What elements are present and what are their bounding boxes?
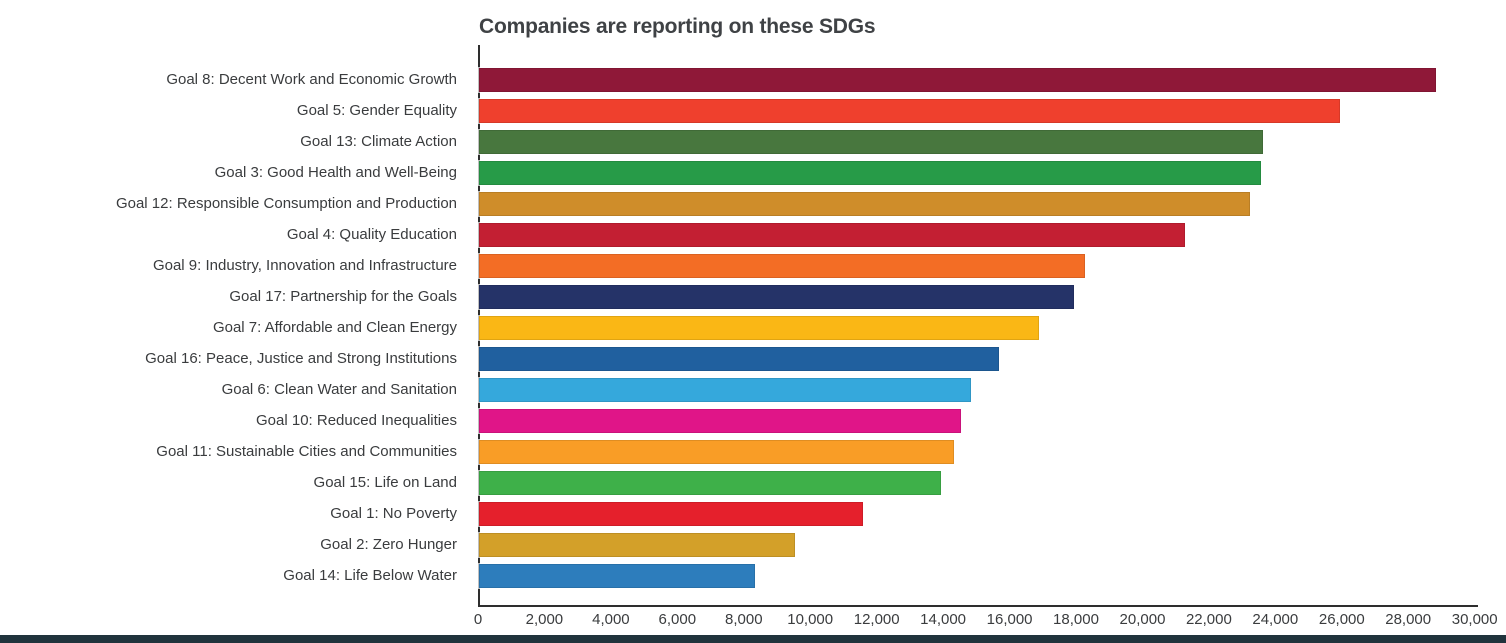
x-tick-label: 10,000 bbox=[787, 611, 834, 628]
x-tick-label: 14,000 bbox=[920, 611, 967, 628]
bar-track bbox=[479, 315, 1506, 340]
x-tick-label: 20,000 bbox=[1119, 611, 1166, 628]
bar-row: Goal 2: Zero Hunger bbox=[0, 529, 1506, 560]
category-label: Goal 15: Life on Land bbox=[313, 474, 457, 491]
x-tick-label: 0 bbox=[473, 611, 483, 628]
bar-track bbox=[479, 377, 1506, 402]
bar bbox=[479, 439, 955, 464]
bar bbox=[479, 67, 1436, 92]
bar-track bbox=[479, 98, 1506, 123]
bar-track bbox=[479, 532, 1506, 557]
x-axis-line bbox=[478, 605, 1478, 607]
bar bbox=[479, 98, 1340, 123]
bar-row: Goal 13: Climate Action bbox=[0, 126, 1506, 157]
category-label: Goal 2: Zero Hunger bbox=[320, 536, 457, 553]
bar bbox=[479, 129, 1264, 154]
x-tick-label: 16,000 bbox=[986, 611, 1033, 628]
bar-row: Goal 8: Decent Work and Economic Growth bbox=[0, 64, 1506, 95]
bar-row: Goal 14: Life Below Water bbox=[0, 560, 1506, 591]
bar-track bbox=[479, 470, 1506, 495]
bar-row: Goal 1: No Poverty bbox=[0, 498, 1506, 529]
x-tick-label: 8,000 bbox=[725, 611, 763, 628]
bar-row: Goal 12: Responsible Consumption and Pro… bbox=[0, 188, 1506, 219]
bar-track bbox=[479, 284, 1506, 309]
category-label: Goal 11: Sustainable Cities and Communit… bbox=[156, 443, 457, 460]
bar bbox=[479, 284, 1074, 309]
category-label: Goal 4: Quality Education bbox=[286, 226, 457, 243]
bar-track bbox=[479, 191, 1506, 216]
bar bbox=[479, 222, 1185, 247]
bar-row: Goal 16: Peace, Justice and Strong Insti… bbox=[0, 343, 1506, 374]
x-tick-label: 26,000 bbox=[1318, 611, 1365, 628]
bar-row: Goal 7: Affordable and Clean Energy bbox=[0, 312, 1506, 343]
category-label: Goal 12: Responsible Consumption and Pro… bbox=[115, 195, 457, 212]
x-tick-label: 6,000 bbox=[658, 611, 697, 628]
category-label: Goal 13: Climate Action bbox=[300, 133, 457, 150]
bar bbox=[479, 563, 755, 588]
x-tick-label: 4,000 bbox=[592, 611, 630, 628]
bottom-accent-bar bbox=[0, 635, 1506, 643]
bar-track bbox=[479, 408, 1506, 433]
x-tick-label: 28,000 bbox=[1385, 611, 1432, 628]
category-label: Goal 5: Gender Equality bbox=[296, 102, 457, 119]
bar-track bbox=[479, 253, 1506, 278]
bar-row: Goal 11: Sustainable Cities and Communit… bbox=[0, 436, 1506, 467]
bar bbox=[479, 191, 1250, 216]
category-label: Goal 6: Clean Water and Sanitation bbox=[221, 381, 457, 398]
category-label: Goal 7: Affordable and Clean Energy bbox=[212, 319, 457, 336]
category-label: Goal 1: No Poverty bbox=[330, 505, 457, 522]
x-tick-label: 18,000 bbox=[1053, 611, 1099, 628]
bar bbox=[479, 160, 1262, 185]
bar-track bbox=[479, 563, 1506, 588]
bar-row: Goal 6: Clean Water and Sanitation bbox=[0, 374, 1506, 405]
bar bbox=[479, 408, 961, 433]
x-axis-tick-labels: 0 2,000 4,000 6,000 8,000 10,000 12,000 14,000 1… bbox=[0, 611, 1506, 631]
bar bbox=[479, 501, 863, 526]
bar-row: Goal 17: Partnership for the Goals bbox=[0, 281, 1506, 312]
category-label: Goal 3: Good Health and Well-Being bbox=[214, 164, 457, 181]
category-label: Goal 17: Partnership for the Goals bbox=[229, 288, 457, 305]
category-label: Goal 9: Industry, Innovation and Infrast… bbox=[152, 257, 457, 274]
bar-track bbox=[479, 501, 1506, 526]
bar-row: Goal 3: Good Health and Well-Being bbox=[0, 157, 1506, 188]
bar-track bbox=[479, 439, 1506, 464]
bar-row: Goal 4: Quality Education bbox=[0, 219, 1506, 250]
category-label: Goal 8: Decent Work and Economic Growth bbox=[166, 71, 457, 88]
x-tick-label: 12,000 bbox=[853, 611, 900, 628]
bar bbox=[479, 532, 795, 557]
bar-row: Goal 15: Life on Land bbox=[0, 467, 1506, 498]
bar-track bbox=[479, 346, 1506, 371]
bar-track bbox=[479, 67, 1506, 92]
x-tick-label: 30,000 bbox=[1451, 611, 1498, 628]
plot-area: Goal 8: Decent Work and Economic Growth G… bbox=[0, 64, 1506, 591]
bar-track bbox=[479, 222, 1506, 247]
x-tick-label: 2,000 bbox=[525, 611, 564, 628]
bar-track bbox=[479, 129, 1506, 154]
bar bbox=[479, 346, 999, 371]
bar-track bbox=[479, 160, 1506, 185]
chart-title: Companies are reporting on these SDGs bbox=[479, 15, 876, 38]
category-label: Goal 10: Reduced Inequalities bbox=[256, 412, 457, 429]
bar-row: Goal 5: Gender Equality bbox=[0, 95, 1506, 126]
bar bbox=[479, 377, 971, 402]
bar bbox=[479, 315, 1039, 340]
x-tick-label: 24,000 bbox=[1252, 611, 1299, 628]
bar-row: Goal 9: Industry, Innovation and Infrast… bbox=[0, 250, 1506, 281]
bar bbox=[479, 253, 1086, 278]
category-label: Goal 14: Life Below Water bbox=[283, 567, 457, 584]
bar bbox=[479, 470, 941, 495]
x-tick-label: 22,000 bbox=[1185, 611, 1232, 628]
category-label: Goal 16: Peace, Justice and Strong Insti… bbox=[145, 350, 457, 367]
bar-row: Goal 10: Reduced Inequalities bbox=[0, 405, 1506, 436]
